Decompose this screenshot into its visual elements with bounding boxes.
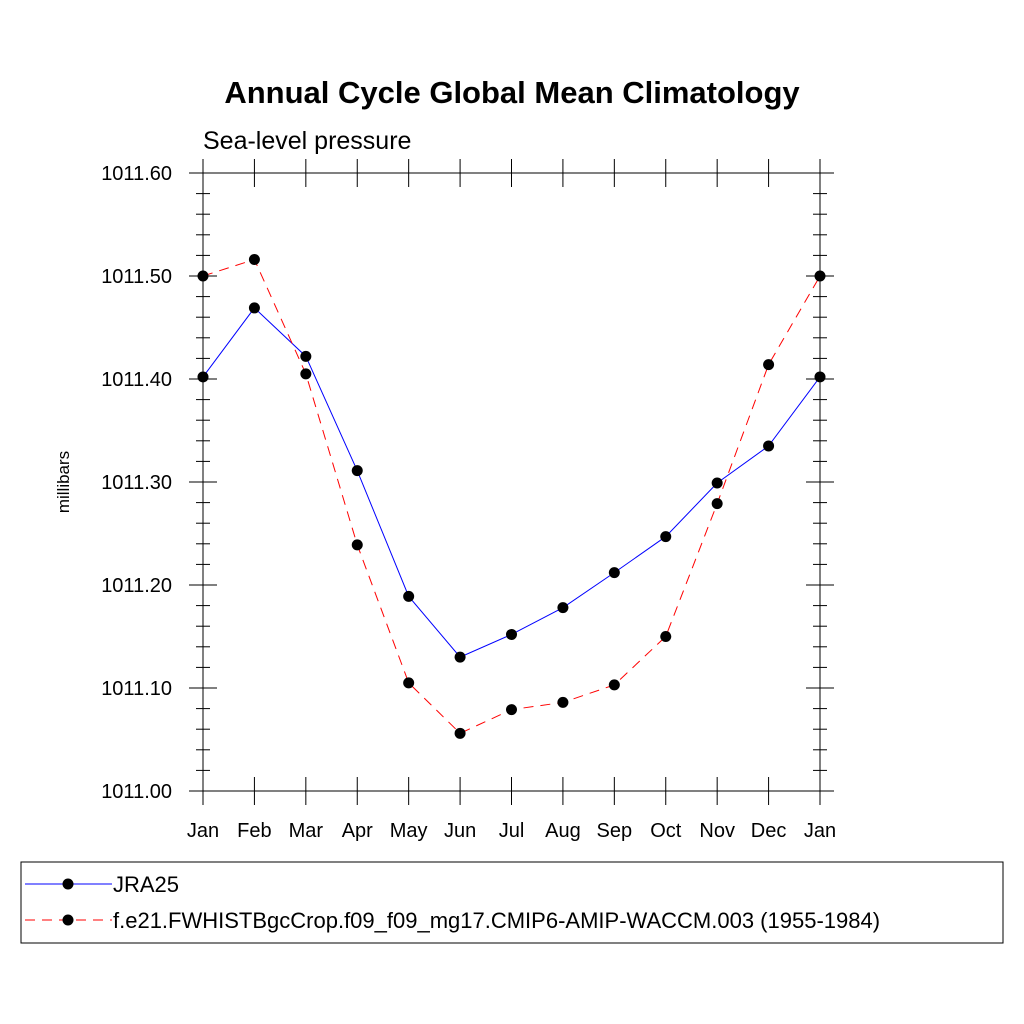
- data-point: [197, 371, 209, 383]
- data-point: [557, 696, 569, 708]
- data-point: [814, 371, 826, 383]
- data-point: [660, 531, 672, 543]
- x-tick-label: Aug: [545, 820, 581, 842]
- data-point: [763, 440, 775, 452]
- legend-item: f.e21.FWHISTBgcCrop.f09_f09_mg17.CMIP6-A…: [25, 908, 880, 933]
- series-layer: [197, 254, 826, 739]
- y-tick-label: 1011.40: [101, 369, 172, 391]
- x-tick-label: Feb: [237, 820, 271, 842]
- x-tick-label: Nov: [699, 820, 735, 842]
- series-1: [197, 302, 826, 663]
- y-tick-label: 1011.20: [101, 575, 172, 597]
- series-2: [197, 254, 826, 739]
- data-point: [608, 567, 620, 579]
- y-tick-label: 1011.30: [101, 472, 172, 494]
- legend-box: [20, 861, 1004, 944]
- data-point: [763, 359, 775, 371]
- x-tick-label: Jul: [499, 820, 525, 842]
- data-point: [248, 302, 260, 314]
- legend-marker: [62, 878, 74, 890]
- series-line: [202, 307, 821, 658]
- data-point: [300, 368, 312, 380]
- series-line: [202, 258, 821, 734]
- data-point: [300, 350, 312, 362]
- data-point: [351, 539, 363, 551]
- data-point: [248, 254, 260, 266]
- data-point: [814, 270, 826, 282]
- y-tick-label: 1011.60: [101, 163, 172, 185]
- data-point: [506, 704, 517, 716]
- y-axis-label: millibars: [54, 451, 73, 513]
- y-tick-label: 1011.10: [101, 678, 172, 700]
- legend-item: JRA25: [25, 872, 179, 897]
- plot-frame: [202, 172, 821, 792]
- x-tick-label: Apr: [342, 820, 373, 842]
- data-point: [351, 465, 363, 477]
- data-point: [454, 727, 466, 739]
- data-point: [608, 679, 620, 691]
- legend-label: JRA25: [113, 872, 179, 897]
- y-tick-label: 1011.50: [101, 266, 172, 288]
- data-point: [506, 628, 517, 640]
- data-point: [660, 631, 672, 642]
- legend-marker: [62, 914, 74, 926]
- data-point: [197, 270, 209, 282]
- legend-label: f.e21.FWHISTBgcCrop.f09_f09_mg17.CMIP6-A…: [113, 908, 880, 933]
- data-point: [403, 677, 415, 689]
- x-tick-label: Jun: [444, 820, 476, 842]
- x-tick-label: Mar: [289, 820, 324, 842]
- data-point: [454, 651, 466, 663]
- data-point: [711, 477, 723, 489]
- data-point: [557, 602, 569, 614]
- chart-title: Annual Cycle Global Mean Climatology: [224, 75, 800, 110]
- x-tick-label: Oct: [650, 820, 682, 842]
- x-tick-label: Dec: [751, 820, 787, 842]
- legend: JRA25 f.e21.FWHISTBgcCrop.f09_f09_mg17.CM…: [25, 872, 880, 933]
- axis-ticks: 1011.00 1011.10 1011.20 1011.30 1011.40 1011.…: [101, 159, 836, 842]
- x-tick-label: Sep: [597, 820, 633, 842]
- y-tick-label: 1011.00: [101, 781, 172, 803]
- chart-subtitle: Sea-level pressure: [203, 127, 411, 155]
- data-point: [711, 498, 723, 510]
- x-tick-label: Jan: [804, 820, 836, 842]
- x-tick-label: May: [390, 820, 428, 842]
- x-tick-label: Jan: [187, 820, 219, 842]
- data-point: [403, 590, 415, 602]
